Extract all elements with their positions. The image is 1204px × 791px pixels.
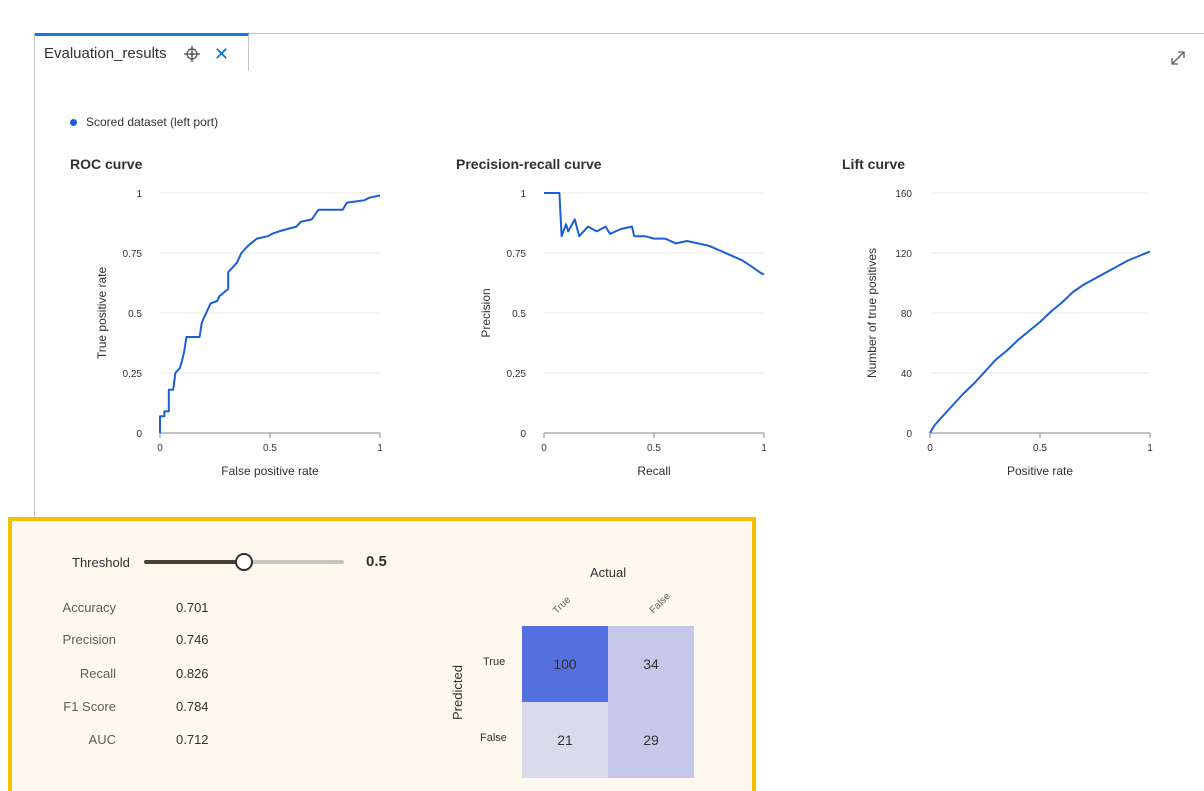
metric-row-auc: AUC 0.712	[60, 732, 220, 752]
confusion-cell-true-true: 100	[522, 626, 608, 702]
threshold-label: Threshold	[72, 555, 130, 570]
metric-label: Precision	[62, 632, 116, 647]
slider-fill	[144, 560, 244, 564]
pin-icon[interactable]	[182, 44, 202, 64]
y-tick-label: 0.75	[123, 249, 143, 260]
confusion-cell-true-false: 34	[608, 626, 694, 702]
y-tick-label: 120	[895, 249, 912, 260]
y-tick-label: 0.5	[128, 309, 142, 320]
y-tick-label: 0.75	[507, 249, 527, 260]
x-tick-label: 0	[541, 443, 547, 454]
x-axis-label: Positive rate	[1007, 464, 1073, 478]
tab-title: Evaluation_results	[44, 45, 167, 62]
confusion-row-false: False	[480, 732, 507, 744]
confusion-cell-false-true: 21	[522, 702, 608, 778]
legend-dot	[70, 118, 77, 126]
metric-row-f1-score: F1 Score 0.784	[60, 699, 220, 719]
y-tick-label: 0.5	[512, 309, 526, 320]
metric-label: Accuracy	[62, 600, 116, 615]
y-tick-label: 40	[901, 369, 913, 380]
metric-label: F1 Score	[63, 699, 116, 714]
y-tick-label: 0	[906, 429, 912, 440]
lift-chart-title: Lift curve	[842, 156, 906, 172]
expand-icon[interactable]	[1168, 48, 1188, 68]
x-axis-label: False positive rate	[221, 464, 319, 478]
roc-chart: 0 0.25 0.5 0.75 1 0 0.5 1 False positive rate Tru…	[95, 189, 383, 478]
confusion-cell-false-false: 29	[608, 702, 694, 778]
slider-thumb[interactable]	[235, 553, 253, 571]
series-line	[159, 194, 381, 433]
metric-row-accuracy: Accuracy 0.701	[60, 600, 220, 620]
x-tick-label: 0	[927, 443, 933, 454]
x-tick-label: 1	[761, 443, 767, 454]
chart-legend: Scored dataset (left port)	[70, 115, 218, 129]
y-tick-label: 0	[520, 429, 526, 440]
pr-chart-title: Precision-recall curve	[456, 156, 602, 172]
y-tick-label: 0	[136, 429, 142, 440]
metric-value: 0.784	[176, 699, 209, 714]
threshold-value: 0.5	[366, 553, 387, 570]
confusion-predicted-label: Predicted	[450, 665, 465, 720]
series-line	[929, 250, 1151, 434]
legend-label: Scored dataset (left port)	[86, 115, 219, 129]
y-tick-label: 0.25	[507, 369, 527, 380]
y-tick-label: 1	[520, 189, 526, 200]
metric-row-precision: Precision 0.746	[60, 632, 220, 652]
x-tick-label: 1	[1147, 443, 1153, 454]
x-tick-label: 0.5	[647, 443, 661, 454]
metric-row-recall: Recall 0.826	[60, 666, 220, 686]
confusion-actual-label: Actual	[590, 565, 627, 580]
y-tick-label: 1	[136, 189, 142, 200]
evaluation-panel	[34, 33, 1204, 791]
threshold-slider[interactable]	[144, 553, 344, 571]
y-axis-label: True positive rate	[95, 267, 109, 360]
lift-chart: 0 40 80 120 160 0 0.5 1 Positive rate Number of t…	[865, 189, 1153, 478]
y-axis-label: Precision	[479, 288, 493, 337]
series-line	[544, 192, 765, 276]
roc-chart-title: ROC curve	[70, 156, 143, 172]
precision-recall-chart: 0 0.25 0.5 0.75 1 0 0.5 1 Recall Precision	[479, 189, 767, 478]
x-tick-label: 1	[377, 443, 383, 454]
x-tick-label: 0.5	[1033, 443, 1047, 454]
confusion-row-true: True	[483, 656, 506, 668]
y-axis-label: Number of true positives	[865, 248, 879, 378]
metric-value: 0.701	[176, 600, 209, 615]
metric-value: 0.712	[176, 732, 209, 747]
close-icon[interactable]: ✕	[214, 43, 230, 64]
metric-value: 0.826	[176, 666, 209, 681]
tab-evaluation-results[interactable]: Evaluation_results ✕	[35, 33, 249, 71]
x-axis-label: Recall	[637, 464, 670, 478]
metric-label: Recall	[79, 666, 116, 681]
x-tick-label: 0.5	[263, 443, 277, 454]
y-tick-label: 0.25	[123, 369, 143, 380]
y-tick-label: 160	[895, 189, 912, 200]
metric-label: AUC	[88, 732, 116, 747]
metric-value: 0.746	[176, 632, 209, 647]
x-tick-label: 0	[157, 443, 163, 454]
y-tick-label: 80	[901, 309, 913, 320]
